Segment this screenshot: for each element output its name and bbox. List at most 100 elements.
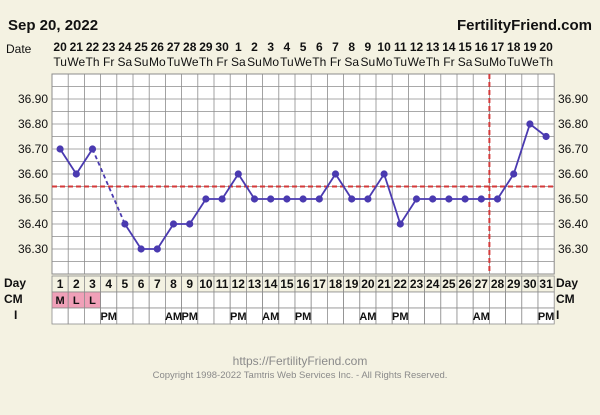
date-weekday: Mo (376, 55, 393, 69)
temp-point[interactable] (412, 195, 421, 203)
y-tick-label-right: 36.30 (558, 242, 588, 256)
footer-url[interactable]: https://FertilityFriend.com (233, 354, 368, 368)
temp-point[interactable] (72, 170, 80, 178)
date-weekday: Fr (216, 55, 227, 69)
cycle-day: 26 (458, 277, 472, 291)
intercourse-cell (521, 307, 539, 325)
temp-point[interactable] (88, 145, 97, 153)
intercourse-value: PM (538, 311, 555, 323)
temp-point[interactable] (477, 195, 485, 203)
date-weekday: Th (426, 55, 440, 69)
date-header: 20Tu21We22Th23Fr24Sa25Su26Mo27Tu28We29Th… (53, 40, 553, 69)
y-tick-label-right: 36.60 (558, 167, 588, 181)
y-tick-label-left: 36.60 (18, 167, 48, 181)
date-weekday: Sa (231, 55, 246, 69)
intercourse-cell (456, 307, 474, 325)
temp-point[interactable] (56, 145, 64, 153)
date-weekday: Su (474, 55, 489, 69)
date-day: 11 (394, 40, 407, 54)
cm-cell (343, 291, 361, 309)
temp-point[interactable] (186, 220, 194, 228)
temp-point[interactable] (493, 195, 502, 203)
y-tick-label-left: 36.70 (18, 142, 48, 156)
temp-point[interactable] (396, 220, 404, 228)
temp-point[interactable] (267, 195, 275, 203)
temp-point[interactable] (380, 170, 388, 178)
date-day: 5 (300, 40, 307, 54)
date-day: 25 (134, 40, 148, 54)
y-tick-label-left: 36.90 (18, 92, 48, 106)
date-weekday: Fr (103, 55, 114, 69)
temp-point[interactable] (315, 195, 323, 203)
cm-cell (245, 291, 263, 309)
cycle-day: 29 (507, 277, 521, 291)
temp-point[interactable] (299, 195, 307, 203)
intercourse-cell (197, 307, 215, 325)
temp-point[interactable] (526, 120, 534, 128)
cycle-day: 7 (154, 277, 161, 291)
temp-point[interactable] (364, 195, 372, 203)
temp-point[interactable] (202, 195, 210, 203)
date-day: 17 (491, 40, 505, 54)
temp-point[interactable] (331, 170, 340, 178)
date-day: 23 (102, 40, 116, 54)
cm-cell (537, 291, 555, 309)
intercourse-cell (343, 307, 361, 325)
temp-point[interactable] (153, 245, 161, 253)
temp-segment (75, 148, 94, 175)
cycle-day: 21 (377, 277, 391, 291)
intercourse-value: PM (181, 311, 198, 323)
cycle-day: 23 (410, 277, 424, 291)
cm-cell (440, 291, 458, 309)
date-weekday: Tu (280, 55, 294, 69)
cycle-day: 19 (345, 277, 359, 291)
temp-point[interactable] (234, 170, 242, 178)
cm-cell (213, 291, 231, 309)
cm-cell (505, 291, 523, 309)
intercourse-cell (84, 307, 102, 325)
y-tick-label-left: 36.80 (18, 117, 48, 131)
temp-point[interactable] (250, 195, 259, 203)
cycle-day: 22 (394, 277, 408, 291)
cycle-day: 14 (264, 277, 278, 291)
date-day: 12 (410, 40, 424, 54)
date-weekday: Sa (118, 55, 133, 69)
intercourse-value: PM (295, 311, 312, 323)
date-weekday: Th (199, 55, 213, 69)
date-weekday: Tu (53, 55, 67, 69)
plot-area (51, 73, 555, 275)
temp-point[interactable] (461, 195, 469, 203)
day-row-label: Day (4, 276, 26, 290)
date-day: 8 (348, 40, 355, 54)
cycle-day: 4 (105, 277, 112, 291)
intercourse-value: PM (230, 311, 247, 323)
y-tick-label-left: 36.40 (18, 217, 48, 231)
date-day: 10 (377, 40, 391, 54)
temp-point[interactable] (218, 195, 226, 203)
date-day: 1 (235, 40, 242, 54)
cycle-day: 5 (122, 277, 129, 291)
cycle-day: 30 (523, 277, 537, 291)
temp-segment (399, 198, 418, 225)
temp-point[interactable] (510, 170, 518, 178)
i-row-label-right: I (556, 308, 559, 322)
date-weekday: Su (247, 55, 262, 69)
y-axis-ticks: 36.30 36.30 36.40 36.40 36.50 36.50 36.60 36.60… (18, 92, 588, 256)
intercourse-cell (67, 307, 85, 325)
cycle-day: 8 (170, 277, 177, 291)
temp-point[interactable] (169, 220, 178, 228)
y-tick-label-right: 36.70 (558, 142, 588, 156)
temp-point[interactable] (445, 195, 453, 203)
intercourse-cell (488, 307, 506, 325)
cm-value: M (56, 295, 65, 307)
temp-point[interactable] (542, 132, 550, 141)
temp-point[interactable] (283, 195, 291, 203)
temp-point[interactable] (348, 195, 356, 203)
temp-segment (512, 123, 531, 175)
temp-point[interactable] (137, 245, 145, 253)
temp-segment (59, 148, 78, 175)
intercourse-cell (116, 307, 134, 325)
temp-point[interactable] (121, 220, 129, 228)
temp-point[interactable] (429, 195, 437, 203)
cm-row-label-right: CM (556, 292, 575, 306)
